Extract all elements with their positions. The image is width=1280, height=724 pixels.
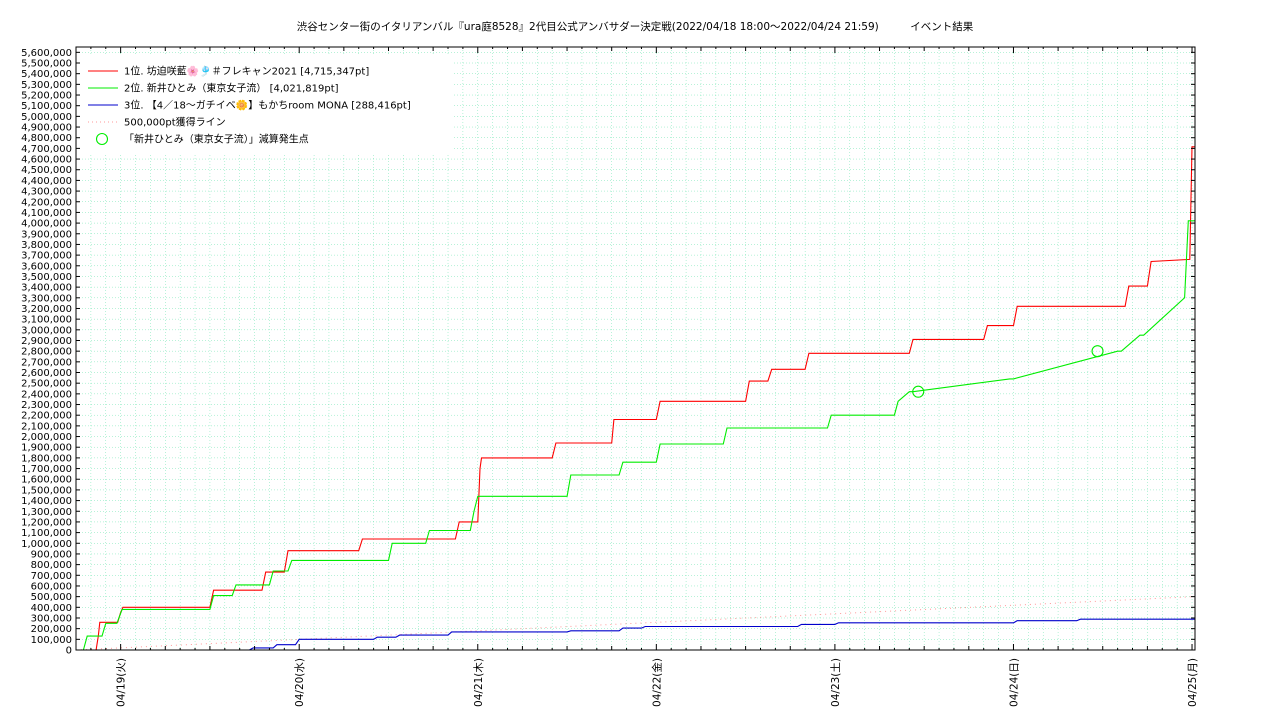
y-tick-label: 4,100,000 — [21, 208, 72, 219]
legend-marker-symbol — [95, 132, 109, 146]
y-tick-label: 3,100,000 — [21, 315, 72, 326]
y-tick-label: 600,000 — [31, 581, 72, 592]
y-tick-label: 300,000 — [31, 613, 72, 624]
y-tick-label: 2,400,000 — [21, 389, 72, 400]
y-tick-label: 4,300,000 — [21, 187, 72, 198]
y-tick-label: 3,300,000 — [21, 293, 72, 304]
y-tick-label: 3,500,000 — [21, 272, 72, 283]
y-tick-label: 1,500,000 — [21, 485, 72, 496]
y-tick-label: 3,000,000 — [21, 325, 72, 336]
series-line-3 — [249, 618, 1195, 651]
y-tick-label: 3,600,000 — [21, 261, 72, 272]
y-tick-label: 4,900,000 — [21, 123, 72, 134]
y-tick-label: 3,400,000 — [21, 283, 72, 294]
x-tick-label: 04/21(木) — [473, 658, 485, 707]
markers — [912, 345, 1104, 398]
y-tick-label: 5,000,000 — [21, 112, 72, 123]
series-lines — [76, 146, 1195, 651]
legend: 1位. 坊迫咲藍🌸🎐＃フレキャン2021 [4,715,347pt] 2位. 新井… — [80, 56, 452, 154]
y-tick-label: 200,000 — [31, 624, 72, 635]
y-tick-label: 5,600,000 — [21, 48, 72, 59]
deduction-marker — [1091, 345, 1104, 358]
y-tick-label: 1,400,000 — [21, 496, 72, 507]
series-line-1 — [76, 146, 1195, 651]
y-tick-label: 2,200,000 — [21, 411, 72, 422]
y-tick-label: 3,700,000 — [21, 251, 72, 262]
y-tick-label: 100,000 — [31, 635, 72, 646]
y-tick-label: 0 — [66, 646, 72, 657]
legend-label: 「新井ひとみ（東京女子流）」減算発生点 — [124, 133, 309, 146]
legend-label: 500,000pt獲得ライン — [124, 116, 226, 129]
y-tick-label: 800,000 — [31, 560, 72, 571]
y-tick-label: 1,100,000 — [21, 528, 72, 539]
y-tick-label: 1,800,000 — [21, 453, 72, 464]
x-tick-label: 04/24(日) — [1008, 658, 1020, 707]
y-tick-label: 500,000 — [31, 592, 72, 603]
y-tick-label: 900,000 — [31, 549, 72, 560]
y-tick-label: 5,500,000 — [21, 59, 72, 70]
y-tick-label: 2,100,000 — [21, 421, 72, 432]
y-tick-label: 2,300,000 — [21, 400, 72, 411]
y-tick-label: 4,500,000 — [21, 165, 72, 176]
y-tick-label: 2,500,000 — [21, 379, 72, 390]
y-tick-label: 1,200,000 — [21, 517, 72, 528]
x-tick-label: 04/20(水) — [294, 658, 306, 707]
y-tick-label: 2,900,000 — [21, 336, 72, 347]
y-tick-label: 1,900,000 — [21, 443, 72, 454]
x-tick-label: 04/19(火) — [116, 658, 128, 707]
chart-title: 渋谷センター街のイタリアンバル『ura庭8528』2代目公式アンバサダー決定戦(… — [297, 20, 974, 33]
y-tick-label: 4,800,000 — [21, 133, 72, 144]
legend-background — [80, 56, 452, 154]
y-tick-label: 1,700,000 — [21, 464, 72, 475]
y-tick-label: 3,800,000 — [21, 240, 72, 251]
y-tick-label: 700,000 — [31, 571, 72, 582]
y-tick-label: 3,200,000 — [21, 304, 72, 315]
y-tick-label: 4,400,000 — [21, 176, 72, 187]
series-line-2 — [76, 220, 1195, 651]
y-tick-label: 5,300,000 — [21, 80, 72, 91]
y-tick-label: 4,700,000 — [21, 144, 72, 155]
y-tick-label: 5,100,000 — [21, 101, 72, 112]
deduction-marker — [912, 385, 925, 398]
x-tick-label: 04/25(月) — [1187, 658, 1199, 707]
x-tick-label: 04/22(金) — [650, 658, 663, 707]
y-tick-label: 4,200,000 — [21, 197, 72, 208]
y-tick-label: 1,600,000 — [21, 475, 72, 486]
y-tick-label: 2,800,000 — [21, 347, 72, 358]
y-tick-label: 3,900,000 — [21, 229, 72, 240]
y-tick-label: 5,400,000 — [21, 69, 72, 80]
legend-label: 2位. 新井ひとみ（東京女子流） [4,021,819pt] — [124, 82, 339, 95]
y-tick-label: 4,000,000 — [21, 219, 72, 230]
y-axis: 0100,000200,000300,000400,000500,000600,… — [21, 48, 1195, 657]
plot-frame — [75, 46, 1196, 651]
y-tick-label: 4,600,000 — [21, 155, 72, 166]
y-tick-label: 5,200,000 — [21, 91, 72, 102]
y-tick-label: 1,000,000 — [21, 539, 72, 550]
x-axis: 04/19(火) 04/20(水) 04/21(木) 04/22(金) 04/23(土)… — [75, 47, 1199, 707]
reference-lines — [75, 596, 1196, 651]
x-tick-label: 04/23(土) — [829, 658, 842, 707]
y-tick-label: 2,700,000 — [21, 357, 72, 368]
y-tick-label: 2,000,000 — [21, 432, 72, 443]
y-tick-label: 1,300,000 — [21, 507, 72, 518]
legend-label: 3位. 【4／18〜ガチイベ🌼】もかちroom MONA [288,416pt] — [124, 99, 411, 112]
y-tick-label: 2,600,000 — [21, 368, 72, 379]
series-line-reference — [75, 596, 1196, 651]
y-tick-label: 400,000 — [31, 603, 72, 614]
legend-label: 1位. 坊迫咲藍🌸🎐＃フレキャン2021 [4,715,347pt] — [124, 65, 369, 78]
